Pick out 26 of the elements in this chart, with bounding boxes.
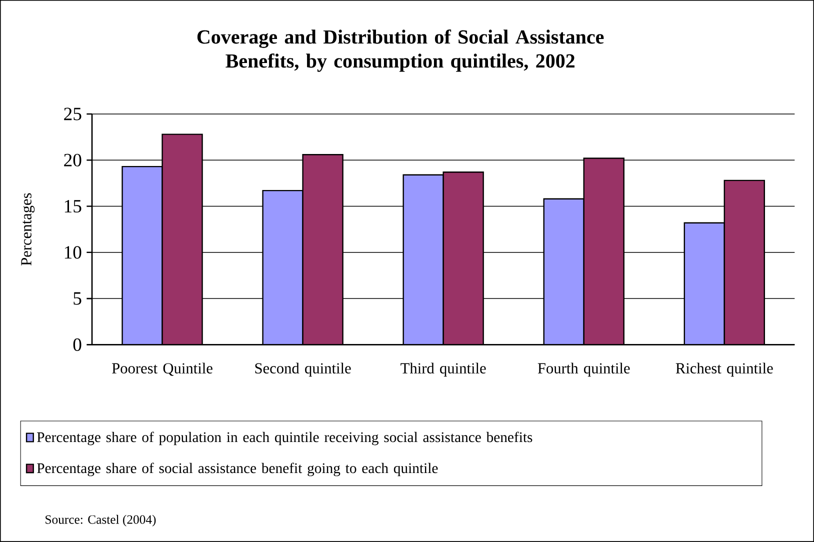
bar <box>684 222 725 345</box>
x-tick-label: Poorest Quintile <box>112 362 212 376</box>
bar <box>724 180 765 345</box>
bar <box>584 158 624 345</box>
legend-label: Percentage share of population in each quintile receiving social assistance benefits <box>37 432 532 446</box>
x-tick-label: Third quintile <box>400 362 486 377</box>
y-tick-label: 0 <box>73 338 82 351</box>
bar <box>302 154 343 345</box>
bar <box>262 190 303 345</box>
x-tick-label: Second quintile <box>255 362 351 377</box>
y-tick-label: 25 <box>64 108 82 120</box>
y-tick-label: 10 <box>64 246 82 259</box>
legend-label: Percentage share of social assistance benefit going to each quintile <box>37 462 438 476</box>
source-note: Source: Castel (2004) <box>46 514 156 526</box>
y-tick-label: 15 <box>64 200 82 213</box>
bar <box>403 174 444 345</box>
chart-title: Coverage and Distribution of Social Assistance Benefits, by consumption quintiles, 2002 <box>197 29 604 72</box>
y-axis-title: Percentages <box>21 193 35 266</box>
bar <box>443 172 484 345</box>
bar <box>162 134 202 345</box>
x-tick-label: Fourth quintile <box>538 362 630 377</box>
y-tick-label: 5 <box>74 292 82 305</box>
bar <box>544 198 584 345</box>
bar <box>122 166 162 345</box>
x-tick-label: Richest quintile <box>676 362 773 377</box>
y-tick-label: 20 <box>64 154 82 166</box>
